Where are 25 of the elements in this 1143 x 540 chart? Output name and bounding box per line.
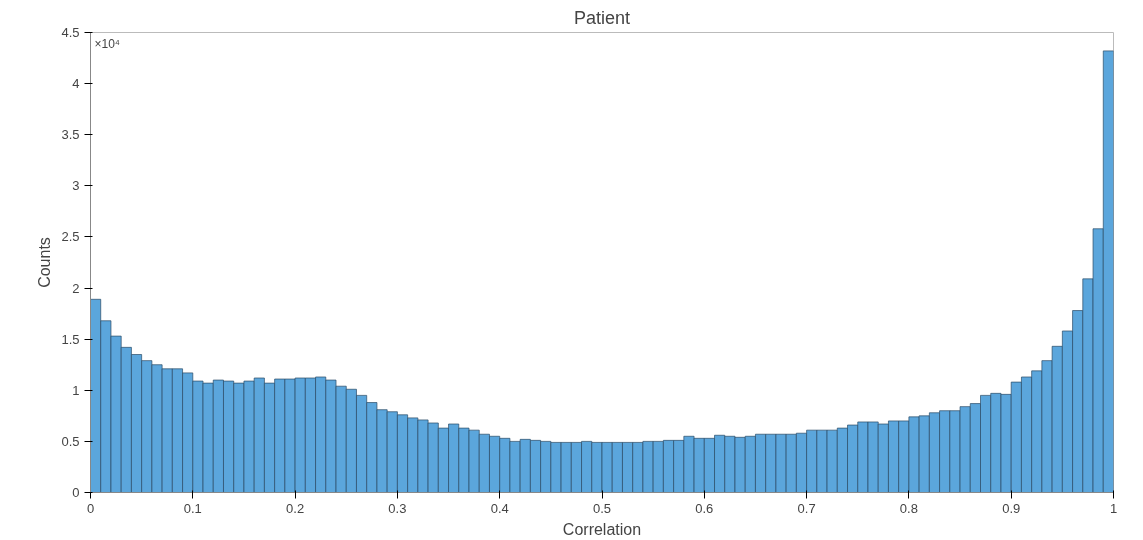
x-tick-label: 1 [1109, 500, 1118, 516]
x-tick-label: 0.7 [797, 500, 816, 516]
y-tick-label: 0 [72, 485, 80, 500]
annotation: ×10⁴ [94, 36, 121, 51]
y-tick-label: 3.5 [61, 127, 80, 143]
x-tick-label: 0.8 [899, 500, 918, 516]
x-tick-label: 0 [86, 500, 95, 516]
y-tick-label: 4 [72, 76, 80, 92]
y-tick-label: 2 [72, 280, 80, 296]
y-tick-label: 3 [72, 178, 80, 194]
x-tick-label: 0.6 [695, 500, 714, 516]
x-tick-label: 0.5 [592, 500, 612, 516]
y-tick-label: 0.5 [61, 433, 80, 449]
y-tick-label: 1.5 [61, 331, 80, 347]
x-tick-label: 0.3 [388, 500, 407, 516]
x-tick-label: 0.2 [286, 500, 305, 516]
y-tick-label: 4.5 [61, 25, 80, 40]
y-axis-title: Counts [36, 237, 54, 288]
y-tick-label: 1 [72, 382, 80, 398]
chart-title: Patient [573, 7, 631, 28]
y-tick-label: 2.5 [61, 229, 80, 245]
x-axis-title: Correlation [562, 520, 642, 538]
x-tick-label: 0.1 [183, 500, 202, 516]
x-tick-label: 0.4 [490, 500, 509, 516]
x-tick-label: 0.9 [1002, 500, 1021, 516]
